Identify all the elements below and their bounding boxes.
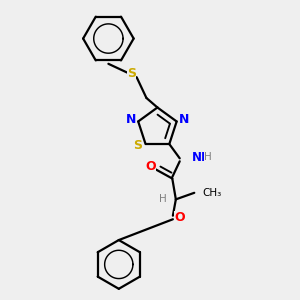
Text: N: N <box>178 113 189 127</box>
Text: O: O <box>174 211 185 224</box>
Text: O: O <box>145 160 156 172</box>
Text: H: H <box>159 194 167 204</box>
Text: S: S <box>133 139 142 152</box>
Text: NH: NH <box>192 151 212 164</box>
Text: H: H <box>204 152 212 162</box>
Text: N: N <box>126 113 136 127</box>
Text: CH₃: CH₃ <box>202 188 222 198</box>
Text: S: S <box>128 68 136 80</box>
